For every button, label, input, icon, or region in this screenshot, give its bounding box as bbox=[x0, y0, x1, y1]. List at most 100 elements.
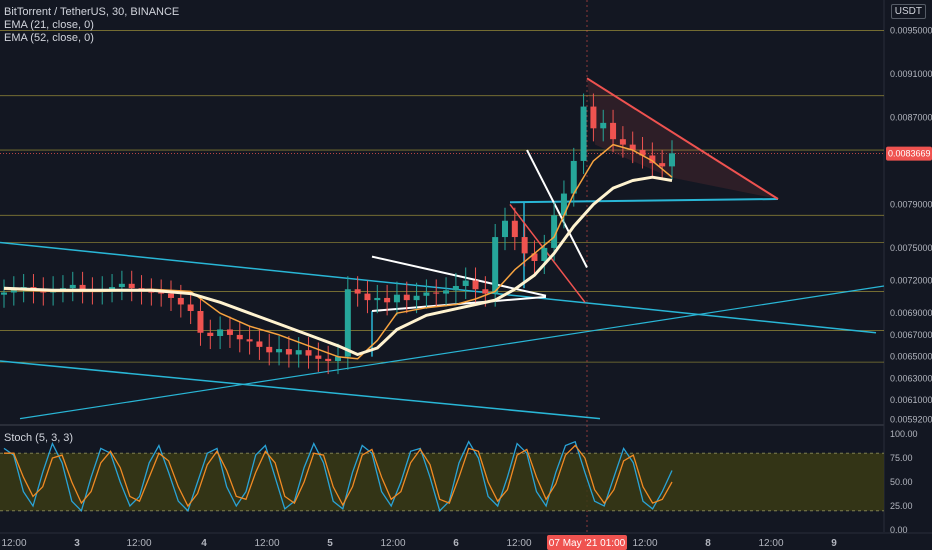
stoch-k-line bbox=[3, 440, 673, 513]
candle-body-59 bbox=[580, 106, 587, 161]
flag-red-line bbox=[509, 203, 586, 303]
crosshair-time-badge bbox=[547, 535, 627, 550]
candle-body-50 bbox=[492, 237, 499, 294]
candle-body-16 bbox=[158, 292, 165, 294]
time-tick-11: 8 bbox=[705, 538, 711, 549]
time-tick-10: 12:00 bbox=[632, 538, 657, 549]
price-tick-5: 0.0075000 bbox=[890, 243, 932, 253]
time-tick-7: 6 bbox=[453, 538, 459, 549]
crosshair-time-label: 07 May '21 01:00 bbox=[549, 538, 626, 549]
candle-body-28 bbox=[276, 349, 283, 353]
candle-body-30 bbox=[295, 350, 302, 355]
ema21-legend[interactable]: EMA (21, close, 0) bbox=[4, 19, 94, 31]
candle-body-27 bbox=[266, 346, 273, 353]
candle-body-18 bbox=[177, 297, 184, 305]
symbol-title[interactable]: BitTorrent / TetherUS, 30, BINANCE bbox=[4, 6, 180, 18]
candle-body-20 bbox=[197, 310, 204, 333]
triangle-base-line bbox=[509, 197, 779, 204]
price-tick-4: 0.0079000 bbox=[890, 199, 932, 209]
price-tick-11: 0.0061000 bbox=[890, 395, 932, 405]
price-tick-8: 0.0067000 bbox=[890, 330, 932, 340]
time-tick-4: 12:00 bbox=[254, 538, 279, 549]
price-tick-9: 0.0065000 bbox=[890, 352, 932, 362]
candle-body-38 bbox=[374, 297, 381, 301]
candle-body-6 bbox=[59, 288, 66, 290]
time-tick-1: 3 bbox=[74, 538, 80, 549]
price-tick-2: 0.0087000 bbox=[890, 112, 932, 122]
candle-body-17 bbox=[168, 293, 174, 298]
candle-body-48 bbox=[472, 280, 479, 290]
candle-body-64 bbox=[629, 144, 636, 151]
candle-body-22 bbox=[217, 329, 224, 337]
candle-body-13 bbox=[128, 283, 135, 289]
candle-body-1 bbox=[10, 289, 17, 293]
stoch-tick-1: 75.00 bbox=[890, 453, 913, 463]
candle-body-12 bbox=[118, 283, 125, 288]
price-tick-6: 0.0072000 bbox=[890, 276, 932, 286]
candle-body-11 bbox=[109, 287, 116, 290]
candle-body-44 bbox=[433, 292, 440, 294]
triangle-upper-line bbox=[586, 77, 779, 200]
candle-body-0 bbox=[1, 292, 7, 295]
candle-body-54 bbox=[531, 253, 538, 261]
candle-body-60 bbox=[590, 106, 597, 129]
ema52-legend[interactable]: EMA (52, close, 0) bbox=[4, 32, 94, 44]
stoch-band bbox=[0, 453, 884, 511]
time-tick-6: 12:00 bbox=[380, 538, 405, 549]
candle-body-25 bbox=[246, 339, 253, 342]
time-tick-12: 12:00 bbox=[758, 538, 783, 549]
time-tick-5: 5 bbox=[327, 538, 333, 549]
price-tick-10: 0.0063000 bbox=[890, 373, 932, 383]
candle-body-32 bbox=[315, 355, 322, 359]
candle-body-52 bbox=[511, 220, 518, 238]
candle-body-34 bbox=[335, 356, 341, 362]
time-tick-0: 12:00 bbox=[1, 538, 26, 549]
time-tick-3: 4 bbox=[201, 538, 207, 549]
candle-body-56 bbox=[551, 215, 558, 248]
channel-upper-line bbox=[0, 241, 877, 334]
time-tick-8: 12:00 bbox=[506, 538, 531, 549]
rising-support-line bbox=[19, 285, 885, 420]
candle-body-8 bbox=[79, 284, 86, 291]
chart-legend: BitTorrent / TetherUS, 30, BINANCE EMA (… bbox=[4, 6, 179, 45]
candle-body-26 bbox=[256, 341, 263, 347]
stoch-tick-4: 0.00 bbox=[890, 525, 908, 535]
candle-body-29 bbox=[285, 349, 292, 355]
price-tick-0: 0.0095000 bbox=[890, 25, 932, 35]
candle-body-45 bbox=[443, 290, 450, 294]
candle-body-62 bbox=[610, 122, 617, 140]
price-tick-12: 0.0059200 bbox=[890, 415, 932, 425]
ema52-line bbox=[3, 175, 673, 356]
candle-body-55 bbox=[541, 247, 548, 261]
candle-body-42 bbox=[413, 295, 420, 301]
stoch-d-line bbox=[4, 444, 673, 508]
candle-body-7 bbox=[69, 284, 76, 289]
flag-white-line bbox=[526, 149, 588, 268]
candle-body-37 bbox=[364, 293, 371, 301]
current-price-label: 0.0083669 bbox=[888, 149, 931, 159]
candle-body-46 bbox=[452, 285, 459, 291]
candle-body-19 bbox=[187, 304, 194, 311]
time-tick-2: 12:00 bbox=[126, 538, 151, 549]
currency-button[interactable]: USDT bbox=[890, 4, 926, 19]
candle-body-24 bbox=[236, 334, 243, 340]
candle-body-33 bbox=[325, 358, 332, 362]
candle-body-49 bbox=[482, 289, 489, 294]
candle-body-21 bbox=[207, 332, 214, 337]
stoch-tick-0: 100.00 bbox=[890, 429, 918, 439]
candle-body-57 bbox=[560, 193, 567, 216]
channel-lower-line bbox=[0, 360, 601, 420]
candle-body-23 bbox=[226, 329, 233, 335]
candle-body-58 bbox=[570, 160, 577, 194]
stoch-legend[interactable]: Stoch (5, 3, 3) bbox=[4, 432, 74, 444]
price-tick-1: 0.0091000 bbox=[890, 69, 932, 79]
candle-body-61 bbox=[600, 122, 607, 129]
candle-body-65 bbox=[639, 150, 646, 156]
candle-body-35 bbox=[344, 289, 351, 357]
candle-body-68 bbox=[669, 153, 675, 167]
stoch-tick-3: 25.00 bbox=[890, 501, 913, 511]
price-tick-7: 0.0069000 bbox=[890, 308, 932, 318]
candle-body-67 bbox=[659, 163, 666, 167]
candle-body-15 bbox=[148, 291, 155, 293]
